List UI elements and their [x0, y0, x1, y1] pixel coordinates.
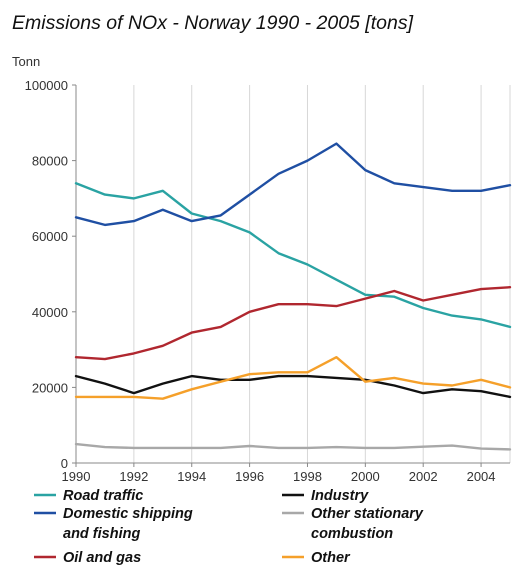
legend-label: Other [311, 550, 351, 566]
series-line-oil-and-gas [74, 286, 512, 361]
x-tick-label: 1992 [119, 469, 148, 484]
gridlines [75, 85, 511, 463]
legend: Road traffic Domestic shipping and fishing… [34, 488, 424, 566]
legend-label: Domestic shipping and fishing [63, 506, 193, 542]
legend-label: Oil and gas [63, 550, 141, 566]
y-tick-label: 0 [61, 456, 68, 471]
legend-label: Road traffic [63, 488, 143, 504]
series-line-other [74, 356, 512, 400]
y-tick-label: 40000 [32, 305, 68, 320]
legend-item-other-stationary-combustion: Other stationary combustion [282, 506, 424, 542]
x-tick-label: 2004 [467, 469, 496, 484]
series-lines [74, 142, 512, 451]
x-tick-label: 1990 [62, 469, 91, 484]
series-line-other-stationary-combustion [74, 442, 512, 451]
x-axis-ticks: 1990 1992 1994 1996 1998 2000 2002 2004 [62, 463, 496, 484]
legend-item-industry: Industry [282, 488, 369, 504]
x-tick-label: 1998 [293, 469, 322, 484]
series-line-industry [74, 374, 512, 399]
axes [75, 85, 510, 464]
y-axis-unit-label: Tonn [12, 54, 40, 69]
legend-label: Industry [311, 488, 369, 504]
y-tick-label: 100000 [25, 78, 68, 93]
legend-item-road-traffic: Road traffic [34, 488, 143, 504]
legend-label: Other stationary combustion [311, 506, 424, 542]
x-tick-label: 1994 [177, 469, 206, 484]
y-tick-label: 60000 [32, 229, 68, 244]
legend-item-other: Other [282, 550, 351, 566]
series-line-road-traffic [74, 182, 512, 329]
y-tick-label: 20000 [32, 380, 68, 395]
y-tick-label: 80000 [32, 154, 68, 169]
x-tick-label: 1996 [235, 469, 264, 484]
series-line-domestic-shipping-and-fishing [74, 142, 512, 227]
y-axis-ticks: 0 20000 40000 60000 80000 100000 [25, 78, 76, 471]
x-tick-label: 2000 [351, 469, 380, 484]
x-tick-label: 2002 [409, 469, 438, 484]
legend-item-domestic-shipping-and-fishing: Domestic shipping and fishing [34, 506, 193, 542]
chart-title: Emissions of NOx - Norway 1990 - 2005 [t… [12, 12, 414, 34]
legend-item-oil-and-gas: Oil and gas [34, 550, 141, 566]
